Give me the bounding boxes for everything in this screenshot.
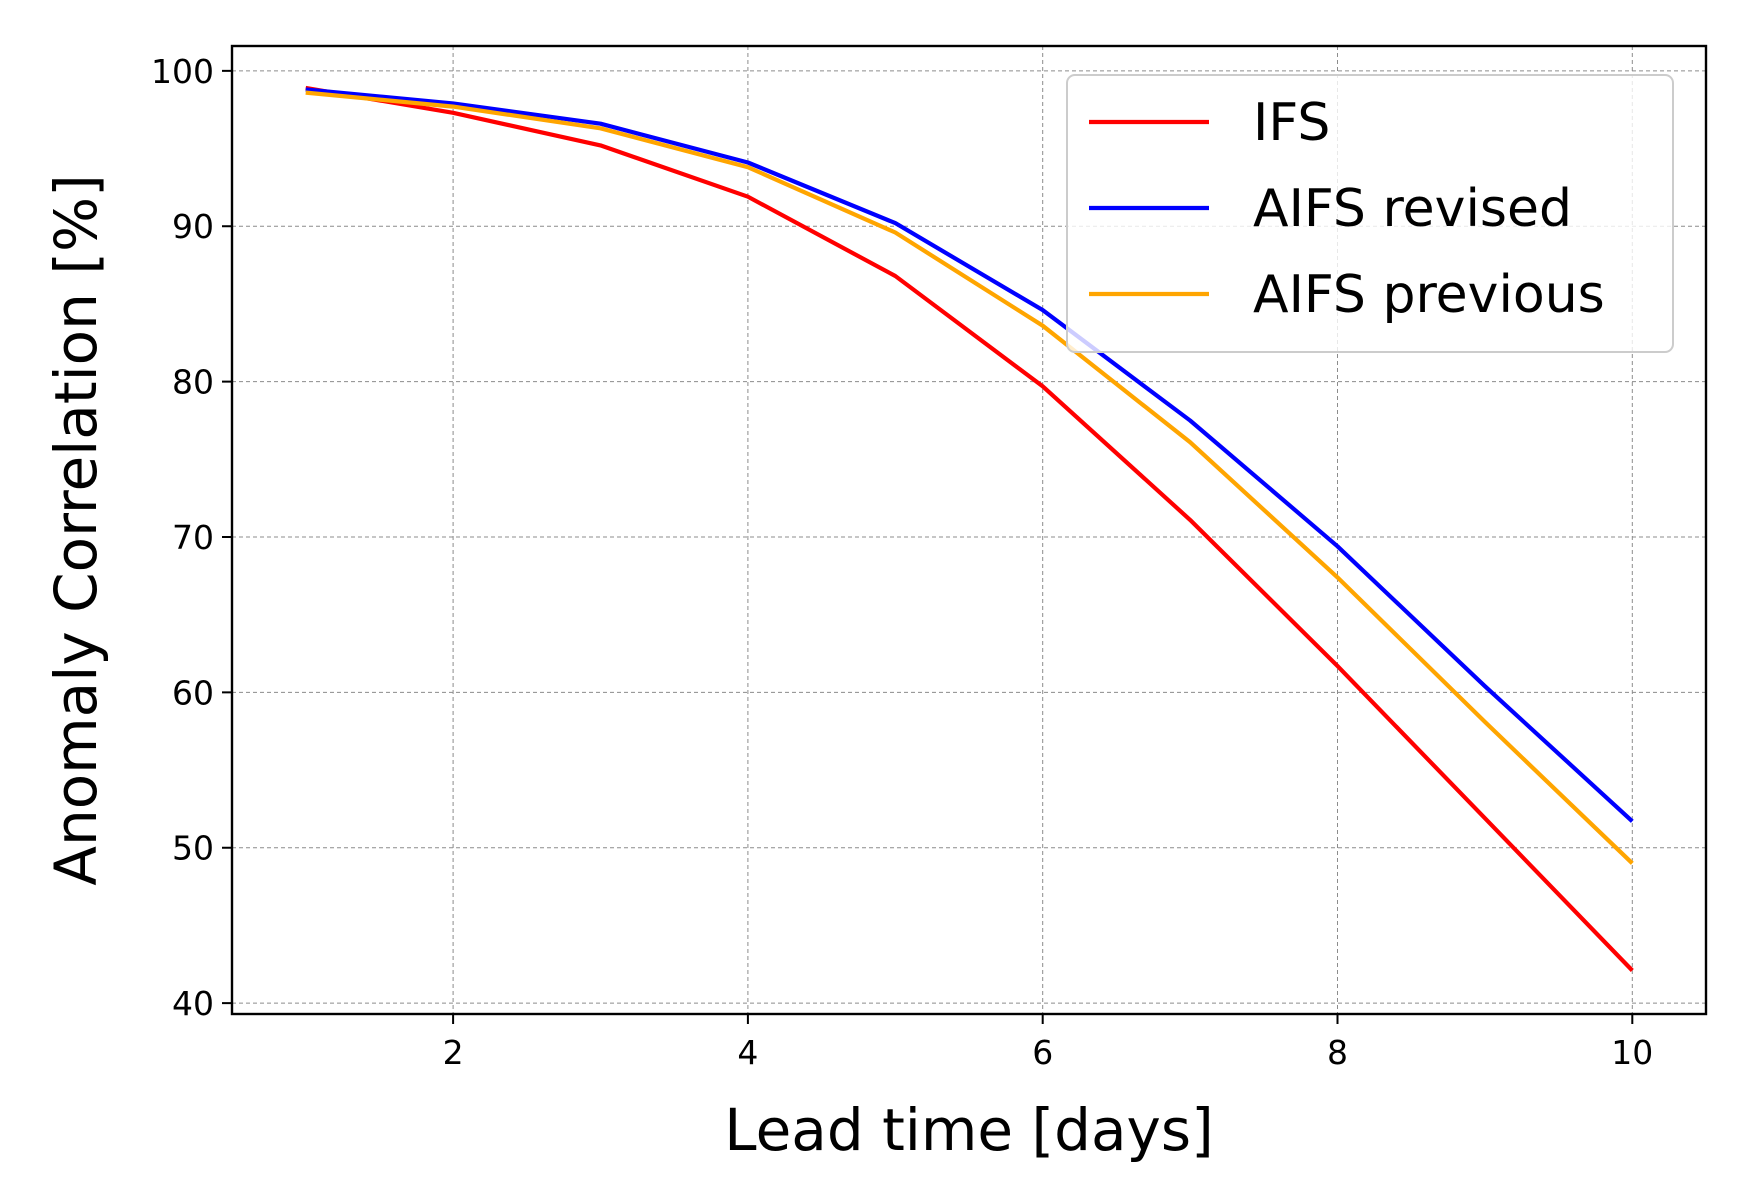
y-tick-label: 80 [172, 363, 214, 402]
legend: IFS AIFS revised AIFS previous [1066, 74, 1674, 353]
y-tick-label: 60 [172, 673, 214, 712]
legend-label-aifs-revised: AIFS revised [1253, 179, 1572, 239]
x-tick-label: 6 [1032, 1033, 1053, 1072]
series-line-aifs-previous [305, 90, 1634, 865]
series-line-ifs [305, 85, 1634, 972]
y-axis-title: Anomaly Correlation [%] [42, 174, 110, 885]
y-tick-label: 70 [172, 518, 214, 557]
plot-frame [230, 44, 1708, 1016]
x-tick-label: 10 [1611, 1033, 1653, 1072]
legend-box [1066, 74, 1674, 353]
y-tick-label: 40 [172, 984, 214, 1023]
x-tick-label: 2 [443, 1033, 464, 1072]
series-lines [305, 85, 1634, 972]
y-tick-label: 100 [151, 52, 214, 91]
x-tick-label: 4 [737, 1033, 758, 1072]
legend-label-ifs: IFS [1253, 93, 1330, 153]
series-line-aifs-revised [305, 87, 1634, 823]
y-tick-label: 50 [172, 829, 214, 868]
x-axis-title: Lead time [days] [724, 1096, 1213, 1164]
y-tick-label: 90 [172, 207, 214, 246]
legend-label-aifs-previous: AIFS previous [1253, 265, 1605, 325]
x-tick-label: 8 [1327, 1033, 1348, 1072]
axis-ticks: 2 4 6 8 10 40 50 60 70 80 90 100 [151, 52, 1653, 1072]
